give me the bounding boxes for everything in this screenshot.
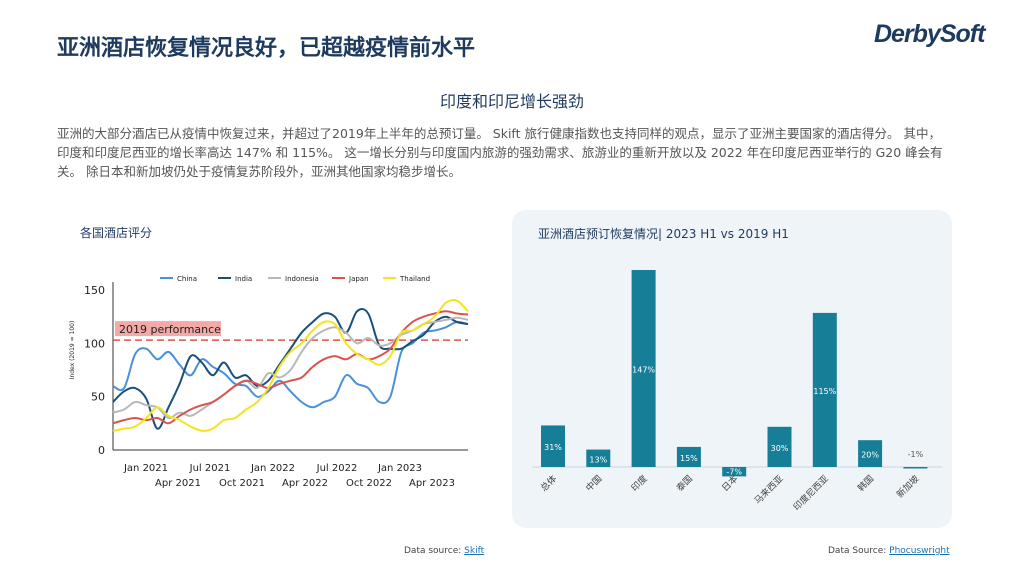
legend-label: China <box>177 275 197 283</box>
x-tick-label: Apr 2022 <box>282 478 328 489</box>
phocuswright-link[interactable]: Phocuswright <box>889 546 950 556</box>
x-tick-label: Oct 2022 <box>346 478 392 489</box>
y-tick-label: 100 <box>84 337 105 350</box>
series-line-thailand <box>112 298 469 432</box>
series-line-indonesia <box>112 316 469 420</box>
y-axis-label: Index (2019 = 100) <box>69 321 76 380</box>
legend-label: India <box>235 275 252 283</box>
x-tick-label: Jan 2023 <box>377 463 422 474</box>
y-tick-label: 0 <box>98 444 105 457</box>
x-tick-label: Jul 2021 <box>189 463 231 474</box>
left-source-prefix: Data source: <box>404 546 465 556</box>
right-source-prefix: Data Source: <box>828 546 890 556</box>
bar-chart-title: 亚洲酒店预订恢复情况| 2023 H1 vs 2019 H1 <box>538 227 789 241</box>
right-source: Data Source: Phocuswright <box>828 546 950 556</box>
y-tick-label: 150 <box>84 284 105 297</box>
legend-label: Japan <box>348 275 369 283</box>
series-line-japan <box>112 310 469 425</box>
derbysoft-logo: DerbySoft <box>874 20 985 48</box>
line-chart-title: 各国酒店评分 <box>80 226 153 240</box>
x-tick-label: Jan 2022 <box>250 463 295 474</box>
legend-label: Indonesia <box>285 275 319 283</box>
reference-label-bg <box>115 321 221 337</box>
bar-chart-panel <box>512 210 952 528</box>
y-tick-label: 50 <box>91 391 105 404</box>
page-title: 亚洲酒店恢复情况良好，已超越疫情前水平 <box>57 36 476 61</box>
x-tick-label: Jan 2021 <box>123 463 168 474</box>
series-line-china <box>112 320 469 409</box>
series-line-india <box>112 308 469 430</box>
section-subtitle: 印度和印尼增长强劲 <box>439 92 584 111</box>
x-tick-label: Oct 2021 <box>219 478 265 489</box>
x-tick-label: Jul 2022 <box>316 463 358 474</box>
skift-link[interactable]: Skift <box>464 546 485 556</box>
x-tick-label: Apr 2023 <box>409 478 455 489</box>
left-source: Data source: Skift <box>404 546 484 556</box>
x-tick-label: Apr 2021 <box>155 478 201 489</box>
legend-label: Thailand <box>399 275 430 283</box>
reference-label: 2019 performance <box>119 323 221 336</box>
summary-paragraph: 亚洲的大部分酒店已从疫情中恢复过来，并超过了2019年上半年的总预订量。 Ski… <box>57 126 943 179</box>
